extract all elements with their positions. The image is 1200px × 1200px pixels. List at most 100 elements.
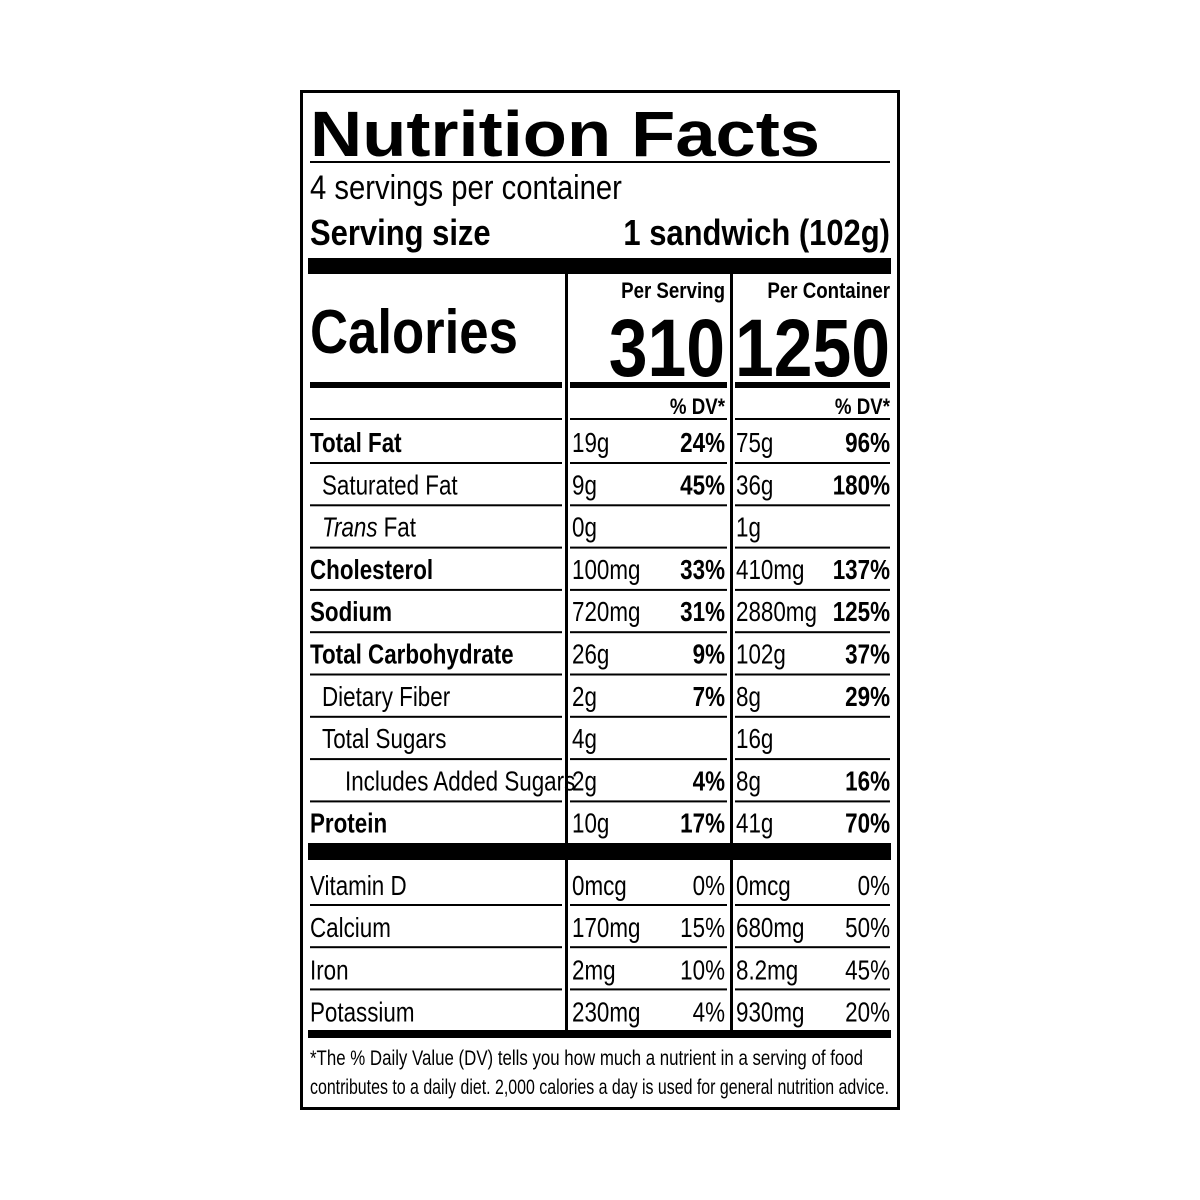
daily-value: 4% bbox=[693, 766, 725, 797]
row-rule bbox=[310, 715, 562, 718]
row-rule bbox=[570, 758, 727, 761]
row-rule bbox=[570, 673, 727, 676]
amount: 41g bbox=[736, 808, 773, 839]
amount: 680mg bbox=[736, 913, 804, 944]
daily-value: 70% bbox=[845, 808, 890, 839]
nutrient-name: Iron bbox=[310, 955, 349, 986]
row-rule bbox=[735, 588, 890, 591]
footnote: *The % Daily Value (DV) tells you how mu… bbox=[310, 1047, 863, 1070]
row-rule bbox=[570, 800, 727, 803]
row-rule bbox=[310, 462, 562, 464]
row-rule bbox=[570, 988, 727, 991]
row-rule bbox=[570, 715, 727, 718]
row-rule bbox=[570, 946, 727, 949]
daily-value: 180% bbox=[833, 470, 890, 501]
amount: 930mg bbox=[736, 997, 804, 1028]
column-header: Per Serving bbox=[621, 280, 725, 304]
row-rule bbox=[310, 758, 562, 761]
row-rule bbox=[310, 946, 562, 949]
row-rule bbox=[310, 800, 562, 803]
serving-size-label: Serving size bbox=[310, 214, 491, 254]
nutrient-name: Saturated Fat bbox=[322, 470, 458, 501]
nutrient-name: Total Fat bbox=[310, 428, 402, 459]
daily-value: 29% bbox=[845, 682, 890, 713]
nutrient-name-italic: Trans bbox=[322, 512, 378, 543]
amount: 2g bbox=[572, 682, 597, 713]
amount: 19g bbox=[572, 428, 609, 459]
row-rule bbox=[735, 418, 890, 420]
nutrient-name: Total Carbohydrate bbox=[310, 639, 514, 670]
footnote: contributes to a daily diet. 2,000 calor… bbox=[310, 1076, 889, 1099]
row-rule bbox=[735, 904, 890, 906]
row-rule bbox=[570, 462, 727, 464]
title: Nutrition Facts bbox=[310, 98, 820, 170]
daily-value: 4% bbox=[693, 997, 725, 1028]
nutrient-name: Dietary Fiber bbox=[322, 682, 451, 713]
daily-value: 33% bbox=[680, 555, 725, 586]
calories-value: 1250 bbox=[735, 303, 890, 395]
row-rule bbox=[570, 504, 727, 507]
row-rule bbox=[570, 588, 727, 591]
daily-value: 10% bbox=[680, 955, 725, 986]
row-rule bbox=[310, 904, 562, 906]
dv-header: % DV* bbox=[670, 396, 725, 420]
row-rule bbox=[570, 418, 727, 420]
daily-value: 125% bbox=[833, 597, 890, 628]
nutrient-name: Calcium bbox=[310, 913, 391, 944]
medium-bar bbox=[570, 382, 727, 388]
row-rule bbox=[310, 988, 562, 991]
daily-value: 31% bbox=[680, 597, 725, 628]
row-rule bbox=[735, 546, 890, 549]
row-rule bbox=[310, 504, 562, 507]
row-rule bbox=[310, 631, 562, 634]
amount: 1g bbox=[736, 512, 761, 543]
amount: 26g bbox=[572, 639, 609, 670]
thick-bar bbox=[308, 1030, 891, 1038]
amount: 0g bbox=[572, 512, 597, 543]
daily-value: 96% bbox=[845, 428, 890, 459]
thick-bar bbox=[308, 843, 891, 860]
amount: 230mg bbox=[572, 997, 640, 1028]
daily-value: 45% bbox=[845, 955, 890, 986]
row-rule bbox=[570, 904, 727, 906]
amount: 8.2mg bbox=[736, 955, 798, 986]
nutrient-name: Total Sugars bbox=[322, 724, 446, 755]
row-rule bbox=[310, 588, 562, 591]
amount: 36g bbox=[736, 470, 773, 501]
amount: 170mg bbox=[572, 913, 640, 944]
daily-value: 0% bbox=[858, 871, 890, 902]
daily-value: 17% bbox=[680, 808, 725, 839]
nutrient-name: Vitamin D bbox=[310, 871, 407, 902]
calories-label: Calories bbox=[310, 298, 518, 367]
amount: 4g bbox=[572, 724, 597, 755]
daily-value: 16% bbox=[845, 766, 890, 797]
daily-value: 50% bbox=[845, 913, 890, 944]
row-rule bbox=[735, 800, 890, 803]
amount: 100mg bbox=[572, 555, 640, 586]
amount: 720mg bbox=[572, 597, 640, 628]
amount: 2880mg bbox=[736, 597, 817, 628]
daily-value: 45% bbox=[680, 470, 725, 501]
daily-value: 7% bbox=[693, 682, 725, 713]
amount: 410mg bbox=[736, 555, 804, 586]
column-header: Per Container bbox=[767, 280, 890, 304]
amount: 75g bbox=[736, 428, 773, 459]
daily-value: 37% bbox=[845, 639, 890, 670]
row-rule bbox=[735, 715, 890, 718]
row-rule bbox=[310, 673, 562, 676]
column-divider bbox=[730, 274, 733, 1030]
daily-value: 15% bbox=[680, 913, 725, 944]
amount: 0mcg bbox=[572, 871, 627, 902]
amount: 2g bbox=[572, 766, 597, 797]
nutrient-name: Fat bbox=[384, 512, 416, 543]
row-rule bbox=[735, 673, 890, 676]
amount: 8g bbox=[736, 682, 761, 713]
daily-value: 0% bbox=[693, 871, 725, 902]
medium-bar bbox=[310, 382, 562, 388]
row-rule bbox=[310, 546, 562, 549]
daily-value: 137% bbox=[833, 555, 890, 586]
nutrient-name: Potassium bbox=[310, 997, 415, 1028]
row-rule bbox=[735, 988, 890, 991]
